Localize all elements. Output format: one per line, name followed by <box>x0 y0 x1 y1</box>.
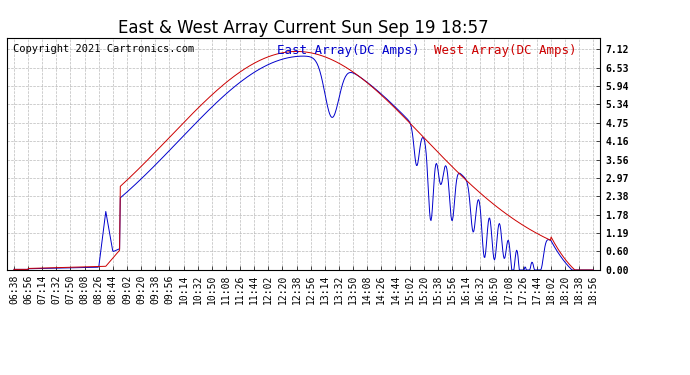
Legend: East Array(DC Amps), West Array(DC Amps): East Array(DC Amps), West Array(DC Amps) <box>274 44 576 57</box>
West Array(DC Amps) <box>292 49 300 54</box>
West Array(DC Amps) <box>401 116 409 120</box>
West Array(DC Amps) <box>334 60 342 65</box>
Text: Copyright 2021 Cartronics.com: Copyright 2021 Cartronics.com <box>13 45 194 54</box>
West Array(DC Amps) <box>337 62 345 66</box>
East Array(DC Amps) <box>508 268 516 272</box>
East Array(DC Amps) <box>157 157 165 161</box>
West Array(DC Amps) <box>257 57 266 62</box>
West Array(DC Amps) <box>157 144 165 148</box>
Title: East & West Array Current Sun Sep 19 18:57: East & West Array Current Sun Sep 19 18:… <box>118 20 489 38</box>
East Array(DC Amps) <box>300 54 308 58</box>
West Array(DC Amps) <box>300 50 308 54</box>
Line: East Array(DC Amps): East Array(DC Amps) <box>14 56 593 270</box>
East Array(DC Amps) <box>334 101 342 105</box>
East Array(DC Amps) <box>10 267 18 272</box>
East Array(DC Amps) <box>299 54 307 58</box>
East Array(DC Amps) <box>401 114 409 118</box>
Line: West Array(DC Amps): West Array(DC Amps) <box>14 51 593 270</box>
East Array(DC Amps) <box>589 268 598 272</box>
East Array(DC Amps) <box>257 66 266 70</box>
West Array(DC Amps) <box>571 268 580 272</box>
West Array(DC Amps) <box>10 267 18 272</box>
West Array(DC Amps) <box>589 268 598 272</box>
East Array(DC Amps) <box>337 89 345 94</box>
